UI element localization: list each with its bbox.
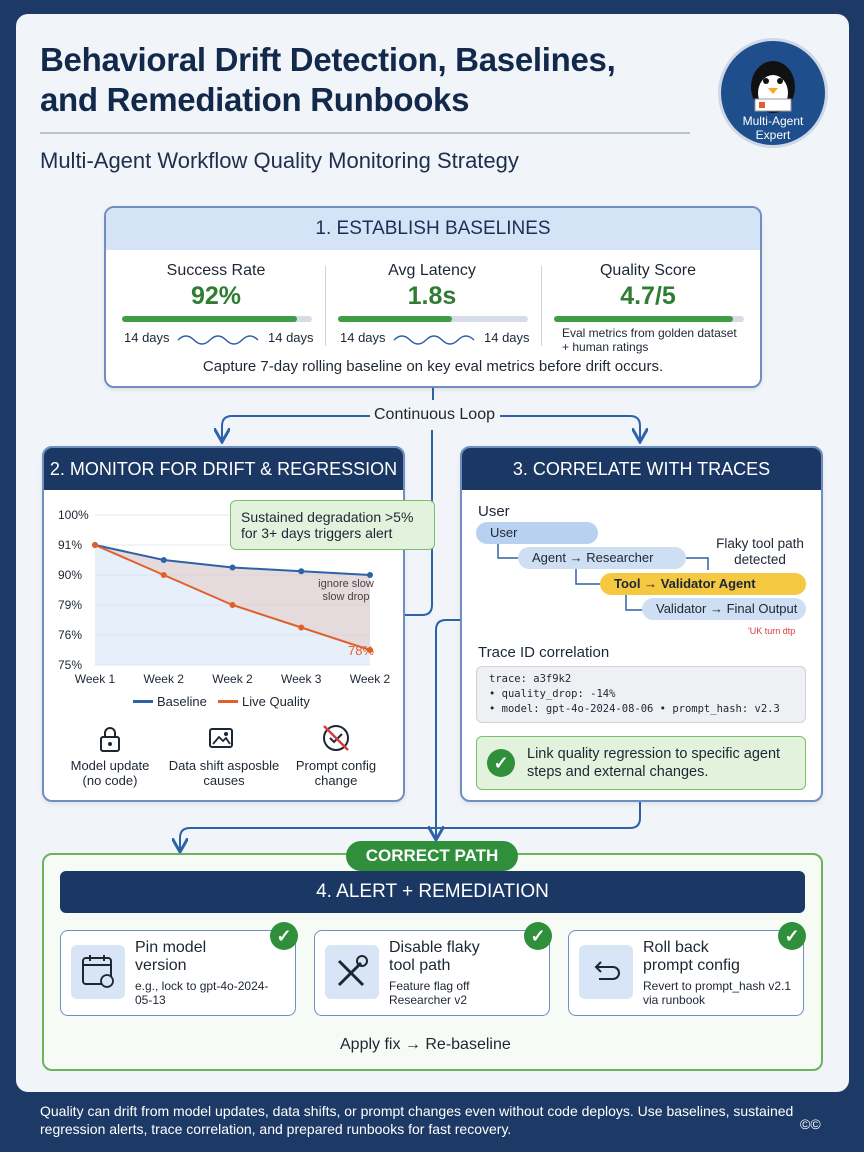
quality-score-note: Eval metrics from golden dataset + human… xyxy=(562,326,737,354)
title-divider xyxy=(40,132,690,134)
baselines-card: 1. ESTABLISH BASELINES xyxy=(104,206,762,388)
penguin-icon xyxy=(751,61,795,113)
baseline-legend-swatch xyxy=(133,700,153,703)
metric-quality-score: Quality Score 4.7/5 xyxy=(599,262,697,310)
prompt-off-icon xyxy=(323,725,349,751)
runbook-pin-model: Pin model version e.g., lock to gpt-4o-2… xyxy=(60,930,296,1016)
copyright-mark: ©© xyxy=(800,1116,821,1132)
metric-success-rate: Success Rate 92% xyxy=(166,262,266,310)
chart-y-tick: 79% xyxy=(58,598,82,612)
tiny-trace-note: 'UK turn dtp xyxy=(748,626,796,636)
drift-line-chart: 100% 91% 90% 79% 76% 75%Week 1 Week 2 Week 2 Wee… xyxy=(58,508,390,686)
live-quality-series-point xyxy=(160,572,167,578)
chart-x-tick: Week 3 xyxy=(281,672,322,686)
live-quality-series-point xyxy=(92,542,98,548)
baseline-series-point xyxy=(298,568,305,575)
latency-sparkline xyxy=(393,335,475,345)
check-icon: ✓ xyxy=(778,922,806,950)
chart-y-tick: 91% xyxy=(58,538,82,552)
cause-data-shift: Data shift asposble causes xyxy=(168,758,280,788)
avg-latency-bar xyxy=(338,316,528,322)
check-icon: ✓ xyxy=(524,922,552,950)
flow-step-tool-validator: Tool → Validator Agent xyxy=(600,573,806,595)
chart-y-tick: 75% xyxy=(58,658,82,672)
baselines-caption: Capture 7-day rolling baseline on key ev… xyxy=(202,358,664,375)
avg-latency-fill xyxy=(338,316,452,322)
check-icon: ✓ xyxy=(270,922,298,950)
baselines-heading: 1. ESTABLISH BASELINES xyxy=(106,208,760,250)
success-rate-fill xyxy=(122,316,297,322)
image-icon xyxy=(209,728,233,748)
live-quality-series-point xyxy=(229,602,236,608)
rollback-icon xyxy=(594,961,620,980)
success-right-note: 14 days xyxy=(268,330,314,345)
trace-user-label: User xyxy=(478,503,510,520)
slow-drop-note: ignore slow slow drop xyxy=(318,578,374,603)
flow-step-agent-researcher: Agent → Researcher xyxy=(518,547,686,569)
cause-prompt-config: Prompt config change xyxy=(295,758,377,788)
chart-x-tick: Week 2 xyxy=(350,672,390,686)
monitor-heading: 2. MONITOR FOR DRIFT & REGRESSION xyxy=(44,448,403,490)
trace-code-block: trace: a3f9k2 • quality_drop: -14% • mod… xyxy=(476,666,806,723)
runbook-rollback-prompt: Roll back prompt config Revert to prompt… xyxy=(568,930,804,1016)
trace-correlation-title: Trace ID correlation xyxy=(478,644,610,661)
badge-label: Multi-Agent Expert xyxy=(742,114,804,142)
quality-score-bar xyxy=(554,316,744,322)
page-subtitle: Multi-Agent Workflow Quality Monitoring … xyxy=(40,148,519,173)
live-quality-series-point xyxy=(298,624,305,631)
success-rate-bar xyxy=(122,316,312,322)
metric-divider xyxy=(541,266,542,346)
alert-threshold-callout: Sustained degradation >5% for 3+ days tr… xyxy=(230,500,435,550)
legend-live-quality: Live Quality xyxy=(242,694,310,709)
live-legend-swatch xyxy=(218,700,238,703)
chart-x-tick: Week 2 xyxy=(212,672,253,686)
latency-right-note: 14 days xyxy=(484,330,530,345)
expert-badge: Multi-Agent Expert xyxy=(718,38,828,148)
latency-left-note: 14 days xyxy=(340,330,386,345)
cause-model-update: Model update (no code) xyxy=(70,758,150,788)
calendar-icon xyxy=(82,955,114,988)
page-title: Behavioral Drift Detection, Baselines, a… xyxy=(40,41,616,118)
traces-heading: 3. CORRELATE WITH TRACES xyxy=(462,448,821,490)
chart-y-tick: 90% xyxy=(58,568,82,582)
quality-score-fill xyxy=(554,316,733,322)
chart-x-tick: Week 2 xyxy=(144,672,185,686)
flow-step-user: User xyxy=(476,522,598,544)
metric-avg-latency: Avg Latency 1.8s xyxy=(388,262,476,310)
success-sparkline xyxy=(177,335,259,345)
baseline-series-point xyxy=(367,572,373,578)
flow-step-validator-output: Validator → Final Output xyxy=(642,598,806,620)
lock-icon xyxy=(100,727,120,752)
tools-icon xyxy=(337,955,368,987)
remediation-heading: 4. ALERT + REMEDIATION xyxy=(60,871,805,913)
live-quality-series-point xyxy=(367,647,373,653)
success-left-note: 14 days xyxy=(124,330,170,345)
apply-fix-label: Apply fix → Re-baseline xyxy=(336,1036,515,1054)
chart-y-tick: 100% xyxy=(58,508,89,522)
flaky-path-note: Flaky tool path detected xyxy=(716,536,804,567)
continuous-loop-label: Continuous Loop xyxy=(370,406,499,424)
footer-note: Quality can drift from model updates, da… xyxy=(40,1103,794,1137)
live-end-label: 78% xyxy=(348,643,375,658)
runbook-disable-tool: Disable flaky tool path Feature flag off… xyxy=(314,930,550,1016)
correlation-result: ✓ Link quality regression to specific ag… xyxy=(476,736,806,790)
legend-baseline: Baseline xyxy=(157,694,207,709)
chart-x-tick: Week 1 xyxy=(75,672,116,686)
check-icon: ✓ xyxy=(487,749,515,777)
baseline-series-point xyxy=(229,564,236,571)
correct-path-badge: CORRECT PATH xyxy=(346,841,518,871)
chart-y-tick: 76% xyxy=(58,628,82,642)
baseline-series-point xyxy=(160,557,167,563)
metric-divider xyxy=(325,266,326,346)
